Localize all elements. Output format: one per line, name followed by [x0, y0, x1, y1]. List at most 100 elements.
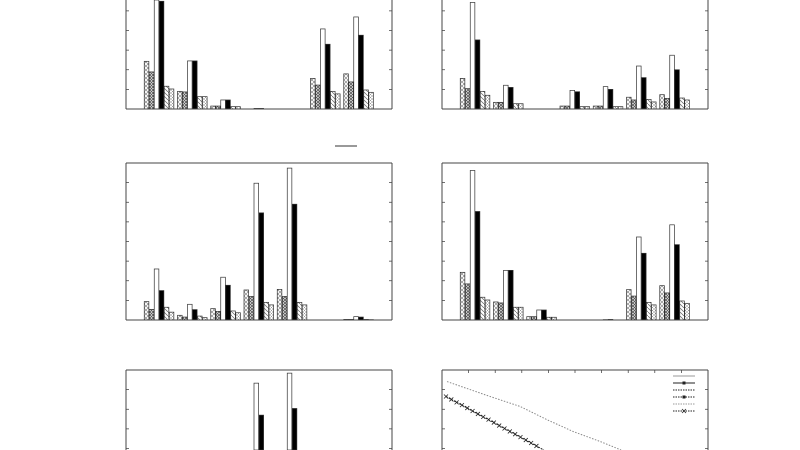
bar: [148, 71, 155, 110]
bar: [493, 101, 499, 110]
bar: [148, 309, 155, 321]
bar: [684, 302, 690, 321]
x-marker: [502, 426, 507, 431]
x-marker: [443, 394, 449, 399]
plot-frame: [125, 369, 393, 450]
bar: [651, 304, 657, 321]
bar: [197, 315, 203, 321]
x-marker: [464, 405, 470, 411]
bar: [664, 292, 670, 321]
bar: [513, 103, 519, 110]
bar: [518, 306, 524, 321]
panel-middle-right: [441, 162, 709, 321]
bar: [636, 65, 642, 110]
bar: [508, 269, 514, 321]
bar: [518, 103, 524, 110]
bar: [310, 78, 316, 110]
plot-frame: [125, 0, 393, 110]
bar: [669, 54, 675, 110]
plot-frame: [441, 162, 709, 321]
x-marker: [470, 408, 475, 414]
bar: [513, 306, 519, 321]
bar: [177, 314, 183, 321]
bar: [263, 301, 269, 321]
bar: [484, 299, 491, 321]
x-marker: [459, 402, 465, 408]
bar: [258, 212, 264, 321]
bar: [335, 93, 341, 110]
bar: [187, 60, 193, 110]
bar: [258, 414, 264, 450]
bar: [459, 78, 466, 110]
bar: [182, 91, 188, 110]
x-marker: [480, 414, 486, 420]
bar: [631, 295, 637, 321]
bar: [479, 90, 486, 110]
bar: [225, 284, 231, 321]
panel-top-right: [441, 0, 709, 110]
bar: [669, 224, 675, 321]
bar: [348, 81, 354, 110]
x-marker: [507, 429, 513, 434]
bar: [679, 97, 685, 110]
legend-marker: [682, 395, 686, 399]
panel-middle-left: [125, 162, 393, 321]
x-marker: [528, 440, 534, 446]
x-marker: [491, 420, 497, 425]
bar: [363, 89, 369, 110]
bar: [469, 170, 476, 321]
bar: [684, 99, 690, 110]
bar: [253, 382, 259, 450]
bar: [215, 311, 221, 321]
bar: [296, 301, 303, 321]
bar: [163, 306, 170, 321]
bar: [330, 90, 336, 110]
bar: [541, 309, 547, 321]
bar: [503, 269, 509, 321]
bar: [368, 91, 374, 110]
bar: [192, 309, 198, 321]
bar: [484, 94, 491, 110]
bar: [353, 316, 359, 321]
bar: [153, 268, 160, 321]
bar: [659, 94, 665, 110]
bar: [498, 302, 504, 321]
plot-frame: [441, 369, 709, 450]
bar: [168, 88, 175, 110]
bar: [281, 296, 288, 321]
bar: [498, 101, 504, 110]
bar: [268, 304, 274, 321]
bar: [225, 99, 231, 110]
bar: [646, 99, 652, 110]
bar: [286, 372, 293, 450]
x-marker: [475, 411, 481, 417]
bar: [291, 408, 298, 450]
bar: [626, 96, 632, 110]
bar: [636, 236, 642, 321]
legend: [673, 375, 695, 414]
bar: [674, 244, 680, 321]
bar: [531, 316, 537, 321]
bar: [235, 312, 241, 321]
bar: [479, 296, 486, 321]
bar: [210, 308, 216, 321]
bar: [459, 271, 466, 321]
panel-bottom-left: [125, 369, 393, 450]
legend-marker: [681, 408, 687, 414]
x-marker: [523, 437, 529, 443]
bar: [143, 301, 150, 321]
bar: [526, 316, 532, 321]
bar: [646, 301, 652, 321]
bar: [607, 89, 614, 110]
bar: [358, 34, 364, 110]
bar: [503, 84, 509, 110]
bar: [158, 0, 165, 110]
bar: [143, 60, 150, 110]
plot-frame: [441, 0, 709, 110]
panel-bottom-right: [441, 369, 709, 450]
bar: [286, 167, 293, 321]
bar: [641, 252, 647, 321]
panel-top-left: [125, 0, 393, 110]
bar: [320, 28, 326, 110]
